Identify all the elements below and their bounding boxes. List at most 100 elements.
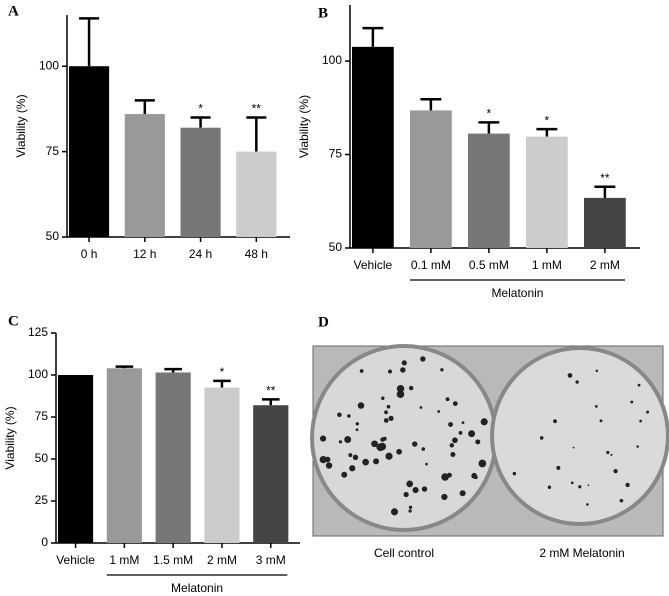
bar [180,127,221,237]
y-tick-label: 100 [39,58,59,72]
colonies [319,356,650,516]
bar [468,133,510,248]
colony [412,441,418,447]
photo-label: 2 mM Melatonin [539,546,624,560]
colony [419,406,423,409]
bar [253,405,289,543]
colony [539,436,544,440]
colony [630,400,634,404]
y-tick-label: 0 [41,535,48,549]
colony [344,436,352,443]
colony [448,422,453,427]
colony [447,472,452,478]
panel-label: D [318,314,329,330]
colony [341,471,348,478]
colony [359,369,364,373]
significance: * [220,365,225,379]
colony [610,453,613,456]
group-label: Melatonin [171,581,223,595]
colony [449,443,455,448]
bar [410,110,452,248]
bar [236,151,277,237]
colony [337,412,342,418]
colony [386,404,391,409]
colony [338,440,343,444]
significance: * [487,107,492,121]
x-tick-label: Vehicle [354,258,393,272]
x-tick-label: 0.1 mM [411,258,451,272]
x-tick-label: 1.5 mM [153,553,193,567]
colony [586,503,589,506]
colony [594,405,598,408]
colony [440,368,444,372]
bar [58,375,94,543]
bar [204,387,240,543]
significance: * [545,113,550,127]
colony [406,480,414,488]
panel-label: C [8,313,19,329]
y-axis-label: Viability (%) [3,406,17,469]
colony [478,459,487,468]
colony [347,414,351,418]
colony [452,401,458,407]
x-tick-label: 1 mM [109,553,139,567]
colony [355,428,359,432]
x-tick-label: 1 mM [532,258,562,272]
colony [421,486,428,492]
x-tick-label: 0.5 mM [469,258,509,272]
x-tick-label: 12 h [133,247,156,261]
colony [378,442,387,451]
colony [646,410,650,414]
colony [606,450,610,455]
colony [320,435,327,442]
colony [480,418,488,426]
colony [553,419,557,424]
bar [352,46,394,248]
colony [637,383,641,387]
significance: ** [266,384,276,398]
x-tick-label: 3 mM [256,553,286,567]
colony [401,360,407,366]
colony [396,390,405,399]
colony [421,447,426,451]
x-tick-label: Vehicle [56,553,95,567]
colony [437,410,441,413]
y-tick-label: 100 [322,53,342,67]
colony [471,432,475,436]
colony [425,462,428,466]
colony [441,493,448,501]
colony [349,465,356,472]
bar [155,372,191,543]
colony [380,437,385,442]
y-axis-label: Viability (%) [14,94,28,157]
colony [420,356,426,362]
colony [445,397,450,402]
colony [371,440,378,448]
x-tick-label: 0 h [81,247,98,261]
y-tick-label: 25 [35,493,49,507]
x-tick-label: 2 mM [590,258,620,272]
colony [625,482,630,488]
panel-label: B [318,5,328,21]
colony [400,367,406,373]
colony [381,396,385,401]
x-tick-label: 24 h [189,247,212,261]
group-label: Melatonin [491,286,543,300]
colony [325,462,333,469]
colony [567,373,573,378]
colony [412,486,419,494]
x-tick-label: 48 h [245,247,268,261]
colony [639,419,642,423]
significance: ** [252,102,262,116]
colony [475,439,481,445]
bar [526,136,568,248]
colony [587,484,590,487]
bar [124,114,165,237]
colony [357,402,365,409]
colony [396,448,402,455]
x-tick-label: 2 mM [207,553,237,567]
colony [362,458,369,466]
colony [556,465,561,470]
colony [547,485,552,489]
significance: ** [600,171,610,185]
